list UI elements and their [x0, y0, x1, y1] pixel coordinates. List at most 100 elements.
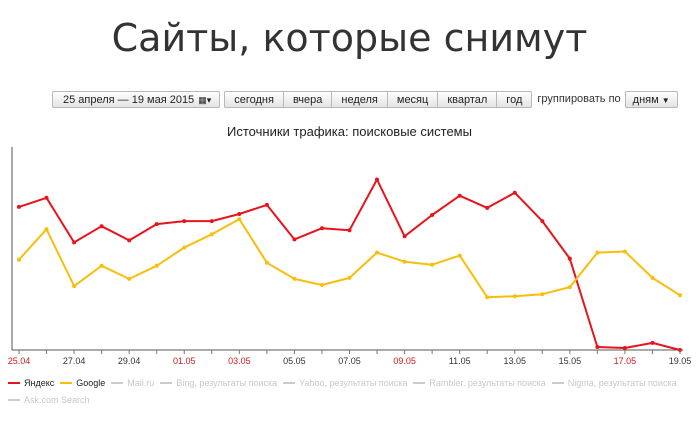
legend-item[interactable]: Bing, результаты поиска	[160, 375, 277, 392]
chart-title: Источники трафика: поисковые системы	[227, 124, 472, 139]
x-tick-label: 29.04	[118, 356, 141, 366]
data-point-0-1	[44, 195, 49, 200]
data-point-1-4	[127, 276, 132, 281]
legend-label: Mail.ru	[127, 378, 155, 388]
data-point-0-9	[264, 202, 269, 207]
legend-label: Яндекс	[24, 378, 55, 388]
x-tick-label: 09.05	[393, 356, 416, 366]
x-tick-label: 25.04	[8, 356, 31, 366]
group-by-select[interactable]: дням ▼	[624, 90, 678, 108]
data-point-1-9	[264, 260, 269, 265]
legend-label: Google	[76, 378, 106, 388]
x-tick-label: 11.05	[449, 356, 471, 366]
x-tick-label: 05.05	[283, 356, 306, 366]
legend-label: Yahoo, результаты поиска	[299, 378, 408, 388]
group-by-label: группировать по	[537, 93, 621, 105]
data-point-1-23	[650, 275, 655, 280]
data-point-0-8	[237, 212, 242, 216]
data-point-0-18	[512, 190, 517, 195]
legend-item[interactable]: Nigma, результаты поиска	[551, 375, 677, 392]
chart-legend: Яндекс Google Mail.ru Bing, результаты поис…	[8, 375, 688, 409]
data-point-1-11	[320, 283, 324, 287]
legend-label: Nigma, результаты поиска	[567, 378, 677, 388]
data-point-1-5	[154, 263, 159, 268]
x-tick-label: 27.04	[63, 356, 86, 366]
data-point-1-18	[512, 294, 517, 299]
data-point-0-7	[209, 219, 214, 224]
legend-item[interactable]: Google	[60, 375, 105, 392]
data-point-0-3	[99, 224, 104, 229]
data-point-0-11	[320, 226, 324, 231]
data-point-1-12	[347, 275, 352, 280]
data-point-0-2	[72, 240, 77, 245]
x-tick-label: 03.05	[228, 356, 251, 366]
data-point-0-13	[375, 177, 379, 182]
slide-title: Сайты, которые снимут	[111, 16, 588, 60]
data-point-1-22	[622, 249, 627, 254]
period-button-week[interactable]: неделя	[331, 90, 388, 108]
data-point-0-21	[595, 345, 600, 349]
legend-label: Bing, результаты поиска	[176, 378, 278, 388]
period-button-month[interactable]: месяц	[386, 90, 439, 108]
data-point-1-19	[540, 292, 545, 297]
legend-item[interactable]: Yahoo, результаты поиска	[283, 375, 407, 392]
date-range-label: 25 апреля — 19 мая 2015	[63, 93, 195, 106]
data-point-1-16	[457, 253, 462, 258]
date-range-picker[interactable]: 25 апреля — 19 мая 2015 ▦▾	[52, 90, 221, 108]
data-point-1-7	[209, 232, 214, 237]
legend-item[interactable]: Яндекс	[8, 375, 54, 392]
data-point-1-14	[402, 259, 407, 264]
chevron-down-icon: ▼	[661, 95, 670, 105]
data-point-0-10	[292, 237, 297, 242]
legend-line-icon	[111, 381, 124, 384]
legend-line-icon	[551, 381, 564, 384]
calendar-icon: ▦▾	[198, 94, 212, 105]
legend-item[interactable]: Ask.com Search	[8, 392, 90, 409]
data-point-0-16	[457, 193, 462, 198]
data-point-0-12	[347, 228, 352, 233]
data-point-1-1	[44, 227, 49, 232]
series-line-0	[18, 178, 681, 351]
data-point-0-15	[430, 213, 435, 217]
x-tick-label: 15.05	[559, 356, 582, 366]
data-point-1-17	[485, 295, 490, 300]
data-point-0-23	[650, 340, 655, 345]
data-point-0-4	[127, 238, 132, 243]
data-point-1-10	[292, 276, 297, 281]
data-point-0-6	[182, 219, 187, 224]
report-toolbar: 25 апреля — 19 мая 2015 ▦▾ сегодня вчера …	[52, 90, 678, 108]
legend-line-icon	[60, 381, 73, 384]
data-point-1-2	[72, 284, 77, 289]
data-point-0-5	[154, 222, 159, 227]
period-button-year[interactable]: год	[496, 90, 533, 108]
data-point-0-20	[567, 256, 572, 261]
data-point-1-15	[430, 262, 435, 267]
legend-item[interactable]: Mail.ru	[111, 375, 154, 392]
data-point-0-19	[540, 219, 545, 224]
data-point-0-22	[622, 346, 627, 350]
legend-line-icon	[413, 381, 426, 384]
data-point-1-24	[678, 293, 682, 298]
legend-label: Ask.com Search	[24, 395, 90, 405]
data-point-1-6	[182, 245, 187, 250]
data-point-1-3	[99, 263, 104, 268]
legend-line-icon	[283, 381, 296, 384]
legend-item[interactable]: Rambler, результаты поиска	[413, 375, 546, 392]
period-button-yesterday[interactable]: вчера	[282, 90, 333, 108]
data-point-0-17	[485, 205, 490, 210]
data-point-1-21	[595, 250, 600, 255]
data-point-1-0	[17, 257, 21, 262]
x-tick-label: 13.05	[503, 356, 526, 366]
x-tick-label: 07.05	[338, 356, 361, 366]
legend-line-icon	[8, 381, 20, 384]
data-point-0-0	[17, 204, 21, 209]
data-point-1-8	[237, 217, 242, 222]
group-by-value: дням	[632, 93, 659, 106]
data-point-1-20	[567, 285, 572, 290]
period-buttons: сегодня вчера неделя месяц квартал год	[224, 90, 533, 108]
legend-label: Rambler, результаты поиска	[429, 378, 546, 388]
x-tick-label: 01.05	[173, 356, 196, 366]
x-tick-label: 19.05	[669, 356, 692, 366]
x-tick-label: 17.05	[614, 356, 637, 366]
